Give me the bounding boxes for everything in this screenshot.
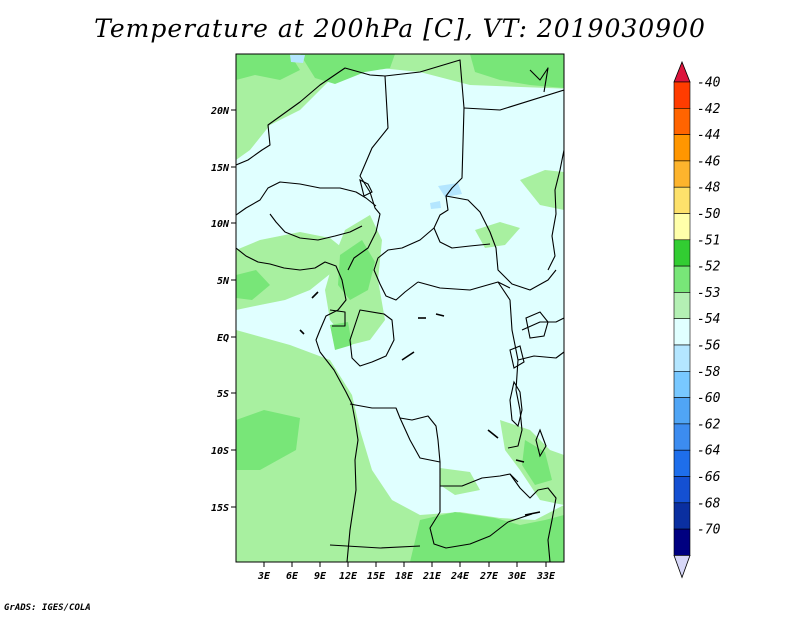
colorbar-swatch: [673, 423, 691, 451]
lon-label: 33E: [536, 571, 556, 582]
colorbar-label: -58: [697, 365, 721, 380]
lat-label: 5N: [217, 276, 230, 287]
colorbar-label: -53: [697, 286, 720, 301]
colorbar-label: -48: [697, 181, 721, 196]
colorbar-label: -66: [697, 470, 721, 485]
colorbar-swatch: [673, 370, 691, 398]
lat-label: EQ: [217, 333, 229, 344]
colorbar: -40 -42 -44 -46 -48 -50 -51 -52 -53 -54 -56 -58 -60 -…: [673, 60, 721, 579]
colorbar-label: -40: [697, 76, 721, 91]
map-title: Temperature at 200hPa [C], VT: 201903090…: [94, 14, 706, 43]
colorbar-swatch: [673, 449, 691, 477]
longitude-axis: 3E 6E 9E 12E 15E 18E 21E 24E 27E 30E 33E: [257, 562, 556, 582]
colorbar-bottom-arrow: [673, 555, 691, 579]
latitude-axis: 20N 15N 10N 5N EQ 5S 10S 15S: [210, 106, 236, 514]
colorbar-swatch: [673, 397, 691, 425]
lat-label: 10S: [211, 446, 229, 457]
lon-label: 21E: [422, 571, 442, 582]
colorbar-label: -46: [697, 154, 721, 169]
lat-label: 10N: [211, 219, 230, 230]
colorbar-swatch: [673, 186, 691, 214]
lon-label: 30E: [507, 571, 527, 582]
map-frame: [235, 53, 565, 563]
lon-label: 18E: [395, 571, 414, 582]
colorbar-swatch: [673, 344, 691, 372]
lon-label: 24E: [450, 571, 470, 582]
credit-label: GrADS: IGES/COLA: [4, 603, 91, 613]
colorbar-swatch: [673, 265, 691, 293]
colorbar-label: -64: [697, 444, 720, 459]
colorbar-label: -51: [697, 233, 720, 248]
colorbar-label: -42: [697, 102, 721, 117]
colorbar-swatch: [673, 292, 691, 319]
map-panel: [236, 54, 564, 562]
colorbar-label: -52: [697, 260, 721, 275]
colorbar-label: -70: [697, 523, 721, 538]
lon-label: 6E: [286, 571, 299, 582]
colorbar-label: -62: [697, 417, 721, 432]
colorbar-label: -54: [697, 312, 720, 327]
lat-label: 5S: [217, 389, 229, 400]
colorbar-label: -68: [697, 496, 721, 511]
lat-label: 15N: [211, 163, 230, 174]
colorbar-swatch: [673, 318, 691, 346]
lake-outlines: [359, 178, 549, 458]
lon-label: 27E: [479, 571, 499, 582]
colorbar-swatch: [673, 528, 691, 556]
colorbar-swatch: [673, 213, 691, 241]
lon-label: 9E: [314, 571, 327, 582]
colorbar-top-arrow: [673, 60, 691, 83]
colorbar-swatch: [673, 134, 691, 162]
lon-label: 3E: [257, 571, 271, 582]
lon-label: 15E: [367, 571, 386, 582]
colorbar-swatch: [673, 108, 691, 135]
colorbar-swatch: [673, 502, 691, 530]
colorbar-swatch: [673, 160, 691, 188]
colorbar-swatch: [673, 81, 691, 109]
colorbar-label: -56: [697, 339, 721, 354]
colorbar-label: -50: [697, 207, 721, 222]
river-fragments: [299, 291, 541, 516]
lat-label: 20N: [210, 106, 230, 117]
colorbar-swatch: [673, 476, 691, 504]
lat-label: 15S: [211, 503, 229, 514]
colorbar-swatch: [673, 239, 691, 267]
country-borders: [236, 59, 564, 562]
lon-label: 12E: [339, 571, 358, 582]
colorbar-label: -60: [697, 391, 721, 406]
colorbar-label: -44: [697, 128, 720, 143]
green-regions: [236, 54, 564, 562]
